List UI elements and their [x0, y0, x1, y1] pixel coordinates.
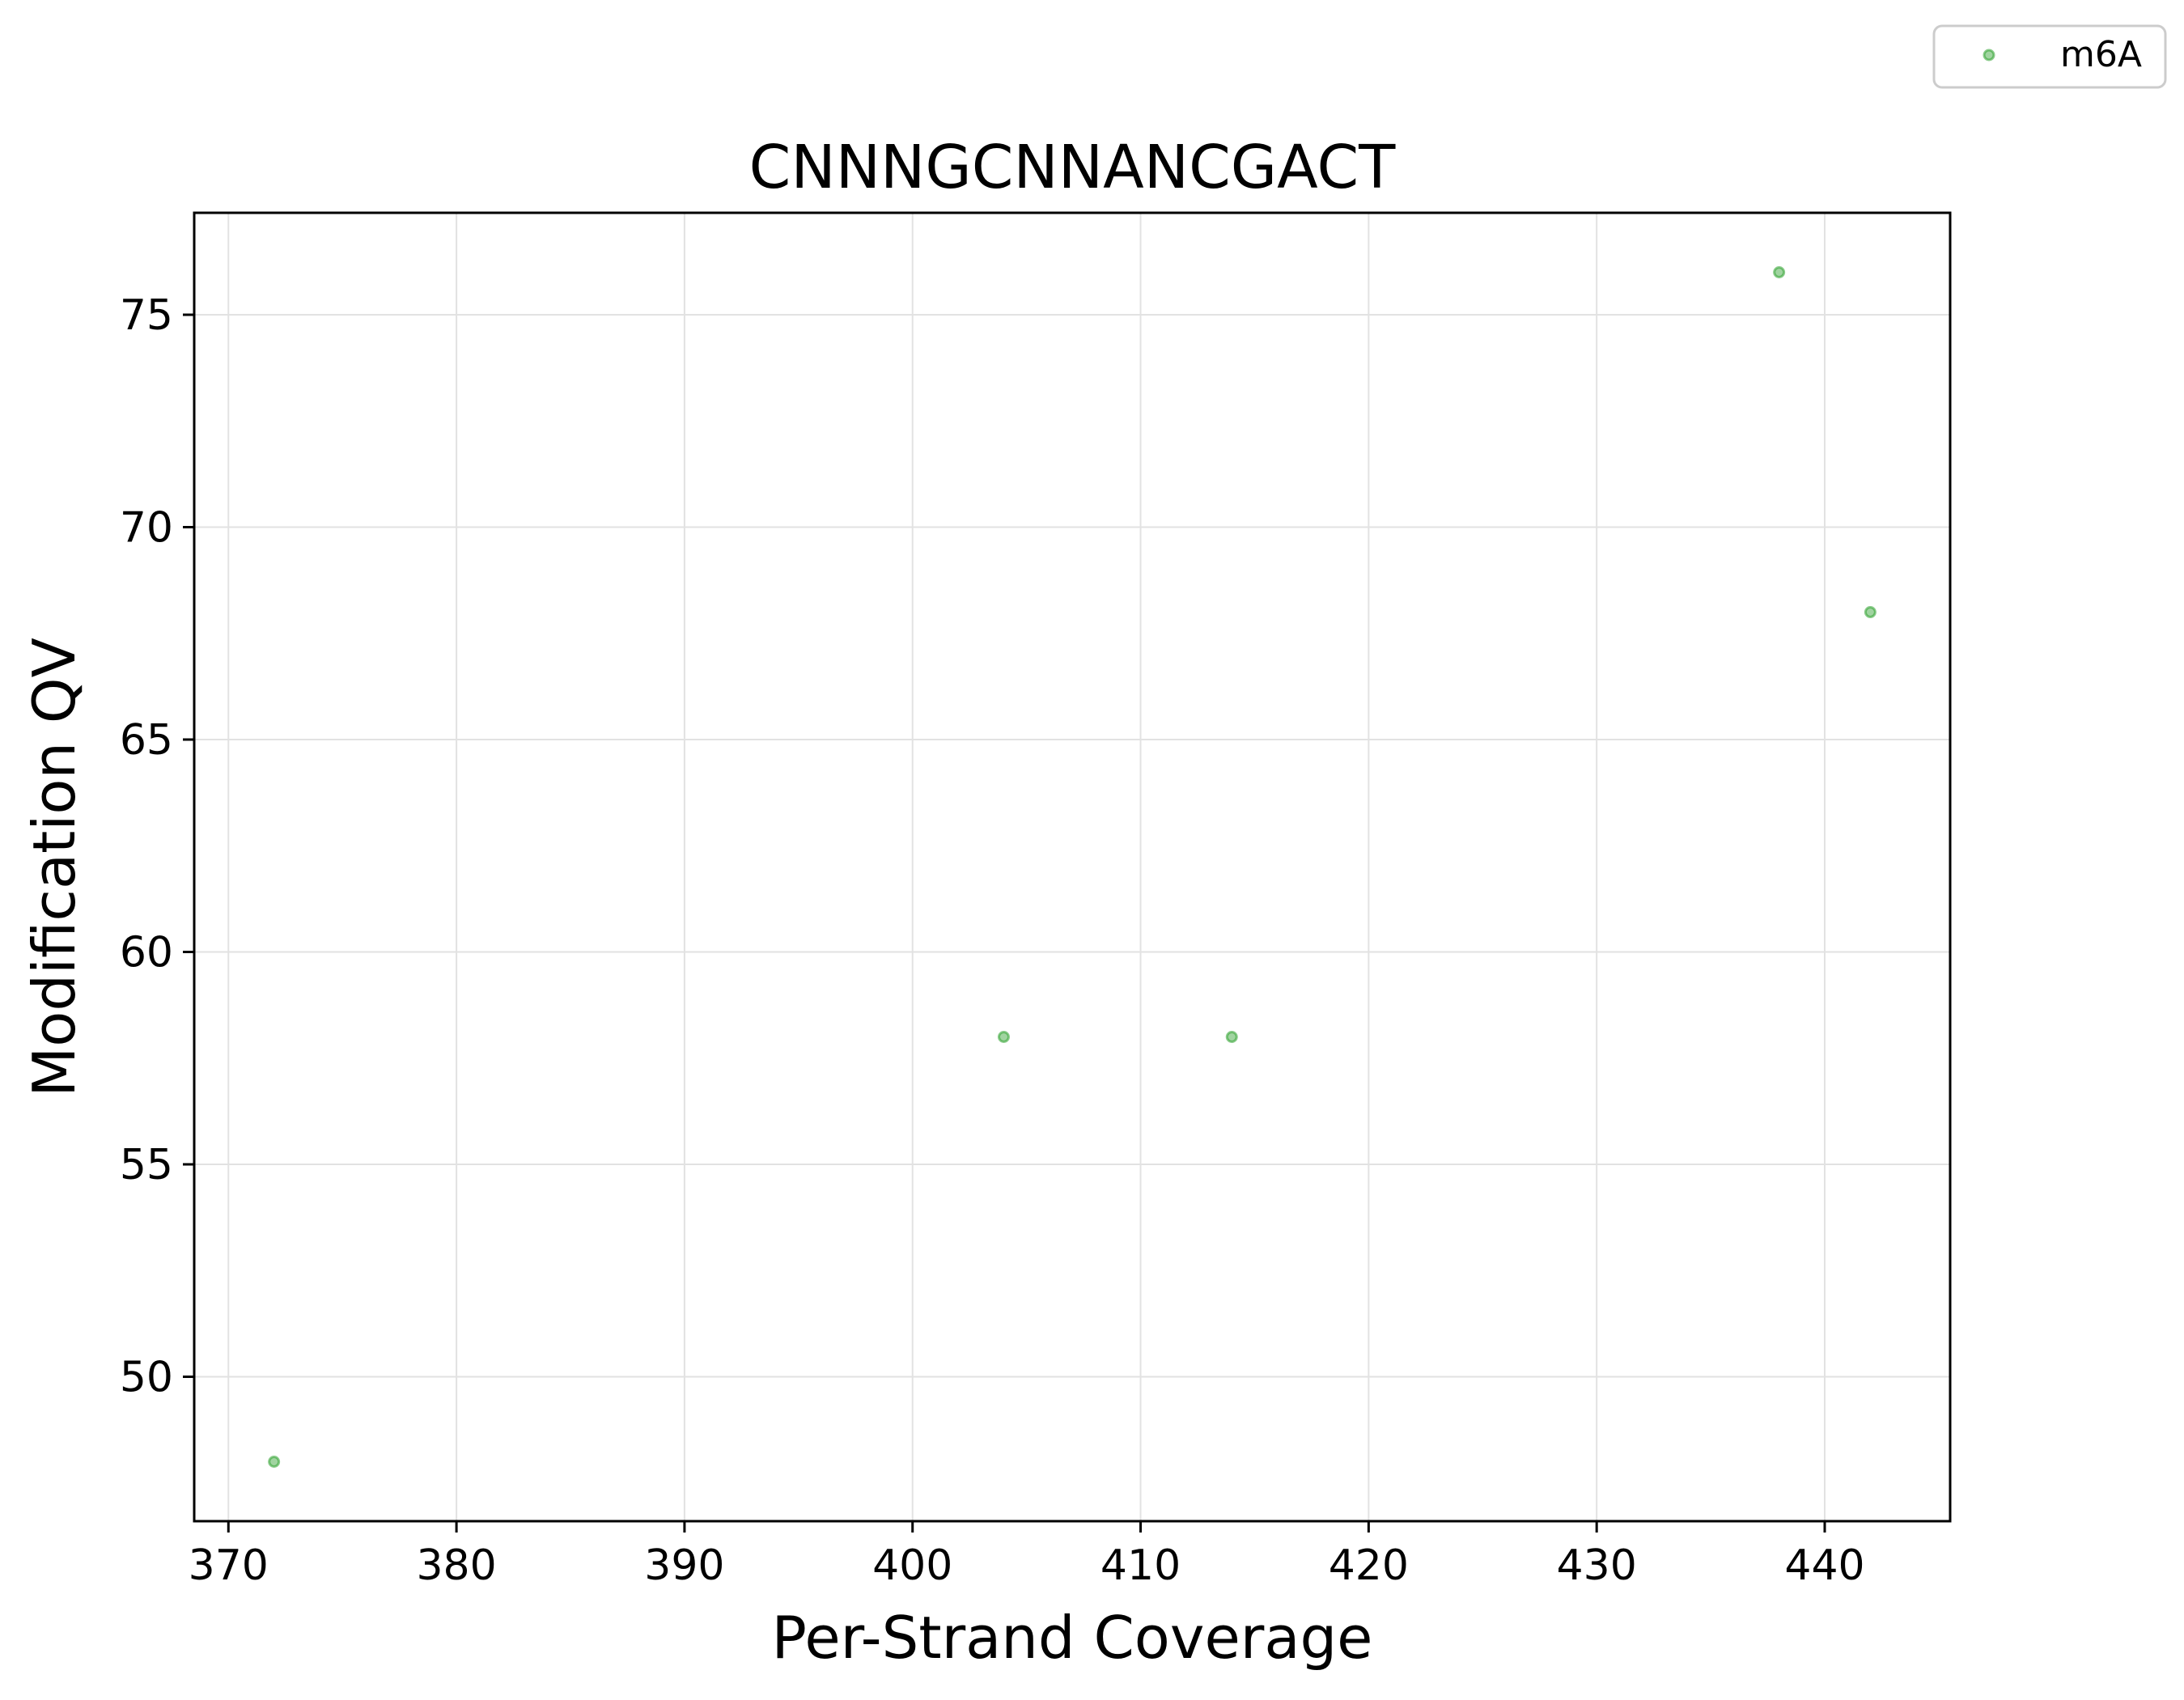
chart-title: CNNNGCNNANCGACT	[749, 133, 1396, 202]
x-tick-label: 410	[1100, 1541, 1181, 1590]
data-point	[997, 1031, 1010, 1043]
data-point	[1773, 266, 1786, 278]
y-tick-label: 60	[120, 929, 173, 977]
x-tick-label: 390	[644, 1541, 724, 1590]
y-tick-label: 75	[120, 291, 173, 340]
legend-marker	[1983, 49, 1995, 61]
x-tick-label: 370	[189, 1541, 269, 1590]
x-tick-label: 380	[416, 1541, 496, 1590]
data-point	[1225, 1031, 1238, 1043]
x-tick-label: 420	[1329, 1541, 1409, 1590]
data-points	[268, 266, 1877, 1468]
y-tick-label: 70	[120, 504, 173, 553]
y-tick-label: 65	[120, 716, 173, 765]
x-tick-label: 440	[1784, 1541, 1864, 1590]
data-point	[1864, 606, 1877, 618]
x-tick-label: 430	[1557, 1541, 1637, 1590]
y-tick-label: 50	[120, 1354, 173, 1402]
y-tick-label: 55	[120, 1141, 173, 1189]
data-point	[268, 1456, 281, 1468]
legend-label: m6A	[2060, 34, 2142, 75]
legend-frame	[1932, 24, 2167, 89]
y-axis-ticks: 50 55 60 65 70 75	[120, 291, 194, 1402]
x-tick-label: 400	[872, 1541, 952, 1590]
y-axis-label: Modification QV	[20, 638, 88, 1097]
x-axis-label: Per-Strand Coverage	[772, 1604, 1373, 1672]
grid	[194, 213, 1950, 1521]
legend: m6A	[1932, 24, 2167, 89]
x-axis-ticks: 370 380 390 400 410 420 430 440	[189, 1521, 1865, 1590]
plot-frame	[193, 211, 1952, 1523]
